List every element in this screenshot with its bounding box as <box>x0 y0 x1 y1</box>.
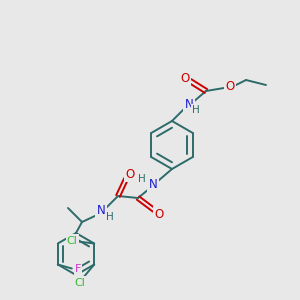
Text: H: H <box>192 105 200 115</box>
Text: Cl: Cl <box>67 236 78 245</box>
Text: N: N <box>148 178 158 191</box>
Text: H: H <box>138 174 146 184</box>
Text: O: O <box>225 80 235 94</box>
Text: F: F <box>75 265 81 275</box>
Text: N: N <box>184 98 194 112</box>
Text: O: O <box>180 71 190 85</box>
Text: H: H <box>106 212 114 222</box>
Text: O: O <box>125 167 135 181</box>
Text: O: O <box>154 208 164 220</box>
Text: Cl: Cl <box>75 278 86 287</box>
Text: N: N <box>97 205 105 218</box>
